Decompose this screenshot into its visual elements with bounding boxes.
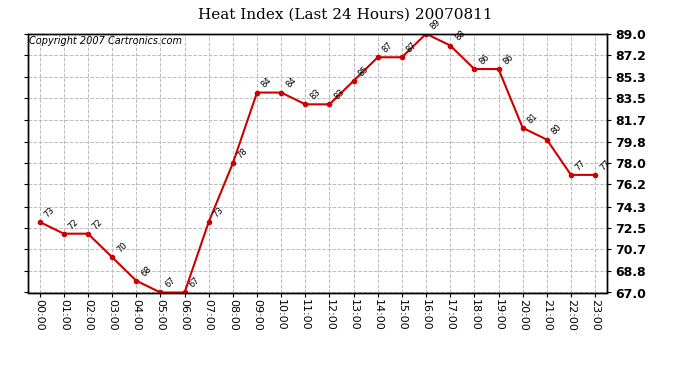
Text: 87: 87 xyxy=(405,40,419,54)
Text: 89: 89 xyxy=(429,17,443,31)
Text: 67: 67 xyxy=(164,276,177,290)
Text: Heat Index (Last 24 Hours) 20070811: Heat Index (Last 24 Hours) 20070811 xyxy=(198,8,492,21)
Text: 88: 88 xyxy=(453,29,467,43)
Text: Copyright 2007 Cartronics.com: Copyright 2007 Cartronics.com xyxy=(29,36,181,46)
Text: 81: 81 xyxy=(526,111,540,125)
Text: 73: 73 xyxy=(43,205,57,219)
Text: 72: 72 xyxy=(67,217,81,231)
Text: 85: 85 xyxy=(357,64,371,78)
Text: 78: 78 xyxy=(236,146,250,160)
Text: 72: 72 xyxy=(91,217,105,231)
Text: 80: 80 xyxy=(550,123,564,137)
Text: 77: 77 xyxy=(574,158,588,172)
Text: 86: 86 xyxy=(502,52,515,66)
Text: 77: 77 xyxy=(598,158,612,172)
Text: 73: 73 xyxy=(212,205,226,219)
Text: 83: 83 xyxy=(308,88,322,102)
Text: 68: 68 xyxy=(139,264,153,278)
Text: 67: 67 xyxy=(188,276,201,290)
Text: 87: 87 xyxy=(381,40,395,54)
Text: 70: 70 xyxy=(115,240,129,255)
Text: 83: 83 xyxy=(333,88,346,102)
Text: 84: 84 xyxy=(284,76,298,90)
Text: 86: 86 xyxy=(477,52,491,66)
Text: 84: 84 xyxy=(260,76,274,90)
